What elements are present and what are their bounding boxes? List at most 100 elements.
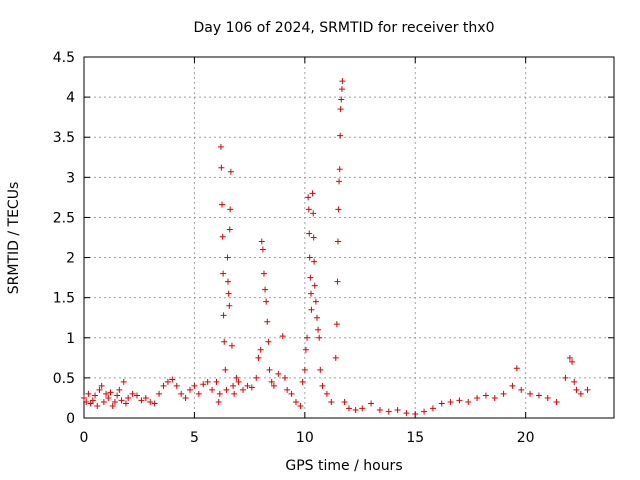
data-point xyxy=(265,338,272,345)
data-point xyxy=(111,398,118,405)
x-axis-title: GPS time / hours xyxy=(285,458,402,474)
data-point xyxy=(224,254,231,261)
y-tick-label: 0.5 xyxy=(53,371,75,387)
data-point xyxy=(301,366,308,373)
data-point xyxy=(227,168,234,175)
x-tick-label: 5 xyxy=(190,430,199,446)
data-point xyxy=(233,374,240,381)
data-point xyxy=(85,390,92,397)
data-point xyxy=(142,394,149,401)
y-tick-label: 2 xyxy=(66,251,75,267)
data-point xyxy=(308,290,315,297)
data-point xyxy=(447,398,454,405)
y-tick-label: 2.5 xyxy=(53,210,75,226)
data-point xyxy=(116,386,123,393)
x-tick-label: 0 xyxy=(80,430,89,446)
data-point xyxy=(216,390,223,397)
data-point xyxy=(275,370,282,377)
data-point xyxy=(310,210,317,217)
data-point xyxy=(337,106,344,113)
data-point xyxy=(107,389,114,396)
data-point xyxy=(312,298,319,305)
data-point xyxy=(376,406,383,413)
data-point xyxy=(187,386,193,393)
data-point xyxy=(306,254,313,261)
data-point xyxy=(138,397,145,404)
data-point xyxy=(258,238,265,245)
data-point xyxy=(255,354,262,361)
x-tick-label: 10 xyxy=(296,430,314,446)
data-point xyxy=(513,365,520,372)
data-point xyxy=(230,382,237,389)
data-point xyxy=(482,392,489,399)
data-point xyxy=(223,386,230,393)
data-point xyxy=(573,386,580,393)
data-point xyxy=(96,386,103,393)
data-point xyxy=(562,374,569,381)
y-tick-label: 1.5 xyxy=(53,291,75,307)
data-point xyxy=(227,206,234,213)
data-point xyxy=(569,358,576,365)
data-point xyxy=(129,390,136,397)
data-point xyxy=(319,382,326,389)
data-point xyxy=(474,394,481,401)
data-point xyxy=(244,382,251,389)
data-point xyxy=(394,406,401,413)
data-point xyxy=(221,338,228,345)
data-point xyxy=(306,230,313,237)
data-point xyxy=(577,390,584,397)
data-point xyxy=(260,270,267,277)
data-point xyxy=(219,201,226,208)
data-point xyxy=(385,408,392,415)
data-point xyxy=(279,333,286,340)
data-point xyxy=(81,394,87,401)
data-point xyxy=(305,194,312,201)
data-point xyxy=(94,402,101,409)
data-point xyxy=(352,406,359,413)
data-point xyxy=(341,398,348,405)
data-point xyxy=(491,394,498,401)
data-point xyxy=(544,394,551,401)
data-point xyxy=(228,342,235,349)
data-point xyxy=(195,390,202,397)
data-point xyxy=(571,378,578,385)
y-tick-label: 4.5 xyxy=(53,50,75,66)
data-point xyxy=(403,410,410,417)
data-point xyxy=(293,398,299,405)
data-point xyxy=(500,390,507,397)
data-point xyxy=(339,78,346,85)
data-point xyxy=(438,400,445,407)
data-point xyxy=(215,398,222,405)
data-point xyxy=(120,378,127,385)
data-point xyxy=(264,318,271,325)
data-point xyxy=(257,346,264,353)
y-tick-label: 4 xyxy=(66,90,75,106)
data-point xyxy=(337,132,344,139)
data-point xyxy=(109,402,116,409)
data-point xyxy=(317,366,324,373)
data-point xyxy=(222,366,229,373)
data-point xyxy=(122,400,129,407)
data-point xyxy=(302,346,309,353)
grid-lines xyxy=(84,57,614,418)
data-point xyxy=(268,378,275,385)
data-point xyxy=(305,206,312,213)
data-point xyxy=(333,321,340,328)
data-point xyxy=(231,390,238,397)
data-point xyxy=(105,394,112,401)
data-point xyxy=(323,390,330,397)
data-point xyxy=(297,402,304,409)
data-point xyxy=(235,378,242,385)
data-point xyxy=(217,143,224,150)
data-point xyxy=(219,233,226,240)
data-point xyxy=(304,334,311,341)
data-point xyxy=(518,386,525,393)
data-point xyxy=(147,398,154,405)
data-point xyxy=(270,382,277,389)
data-point xyxy=(311,258,318,265)
data-point xyxy=(584,386,591,393)
data-point xyxy=(204,378,211,385)
y-tick-label: 0 xyxy=(66,411,75,427)
y-tick-label: 3 xyxy=(66,170,75,186)
data-point xyxy=(309,190,316,197)
